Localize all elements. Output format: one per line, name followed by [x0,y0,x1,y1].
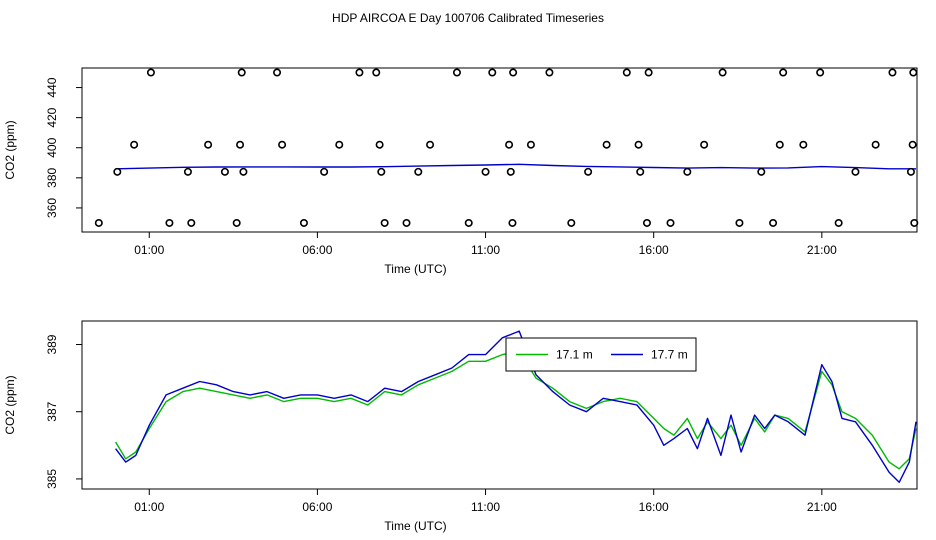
data-point [871,140,880,149]
x-tick-label: 16:00 [639,500,669,514]
data-point [508,218,517,227]
series-line-17-1-m [115,350,917,470]
y-axis-label: CO2 (ppm) [3,120,17,179]
data-point [204,140,213,149]
data-point [683,167,692,176]
data-point [509,68,518,77]
data-point [634,140,643,149]
x-tick-label: 01:00 [134,243,164,257]
data-point [779,68,788,77]
x-tick-label: 11:00 [471,500,500,514]
x-tick-label: 21:00 [807,500,837,514]
x-tick-label: 16:00 [639,243,669,257]
data-point [452,68,461,77]
data-point [799,140,808,149]
series-line [115,163,916,170]
data-point [636,167,645,176]
data-point [239,167,248,176]
y-tick-label: 420 [45,107,59,127]
y-tick-label: 387 [45,401,59,421]
data-point [545,68,554,77]
data-point [402,218,411,227]
data-point [488,68,497,77]
data-point [506,167,515,176]
y-tick-label: 400 [45,137,59,157]
figure-title: HDP AIRCOA E Day 100706 Calibrated Times… [332,11,604,25]
data-point [320,167,329,176]
data-point [130,140,139,149]
data-point [769,218,778,227]
data-point [700,140,709,149]
data-point [816,68,825,77]
data-point [718,68,727,77]
data-point [113,167,122,176]
data-point [375,140,384,149]
x-axis-label: Time (UTC) [384,519,446,533]
data-point [584,167,593,176]
y-tick-label: 389 [45,334,59,354]
x-tick-label: 06:00 [302,500,332,514]
data-point [666,218,675,227]
data-point [910,218,919,227]
data-point [426,140,435,149]
data-point [908,140,917,149]
data-point [236,140,245,149]
data-point [775,140,784,149]
data-point [377,167,386,176]
data-point [299,218,308,227]
legend-label: 17.7 m [651,348,688,362]
data-point [602,140,611,149]
data-point [414,167,423,176]
legend: 17.1 m 17.7 m [505,337,697,372]
data-point [888,68,897,77]
data-point [505,140,514,149]
data-point [909,68,918,77]
data-point [567,218,576,227]
plot-frame [81,320,918,490]
y-tick-label: 380 [45,168,59,188]
data-point [237,68,246,77]
y-tick-label: 360 [45,198,59,218]
data-point [526,140,535,149]
data-point [481,167,490,176]
y-tick-label: 440 [45,77,59,97]
data-point [906,167,915,176]
data-point [187,218,196,227]
plot-frame [81,67,918,233]
data-point [146,68,155,77]
series-line-17-7-m [115,330,917,483]
data-point [278,140,287,149]
data-point [355,68,364,77]
x-tick-label: 01:00 [134,500,164,514]
data-point [642,218,651,227]
data-point [851,167,860,176]
data-point [220,167,229,176]
data-point [165,218,174,227]
data-point [834,218,843,227]
panel-bottom: 01:00 06:00 11:00 16:00 21:00 Time (UTC) 385 38… [3,320,918,533]
x-tick-label: 06:00 [302,243,332,257]
data-point [757,167,766,176]
data-point [94,218,103,227]
data-point [335,140,344,149]
legend-label: 17.1 m [556,348,593,362]
x-axis-label: Time (UTC) [384,262,446,276]
data-point [372,68,381,77]
y-axis-label: CO2 (ppm) [3,375,17,434]
data-point [232,218,241,227]
data-point [183,167,192,176]
data-point [735,218,744,227]
data-point [622,68,631,77]
data-point [380,218,389,227]
data-point [464,218,473,227]
x-tick-label: 21:00 [807,243,837,257]
data-point [273,68,282,77]
y-tick-label: 385 [45,469,59,489]
x-tick-label: 11:00 [471,243,500,257]
data-point [644,68,653,77]
panel-top: 01:00 06:00 11:00 16:00 21:00 Time (UTC) 360 38… [3,67,919,276]
